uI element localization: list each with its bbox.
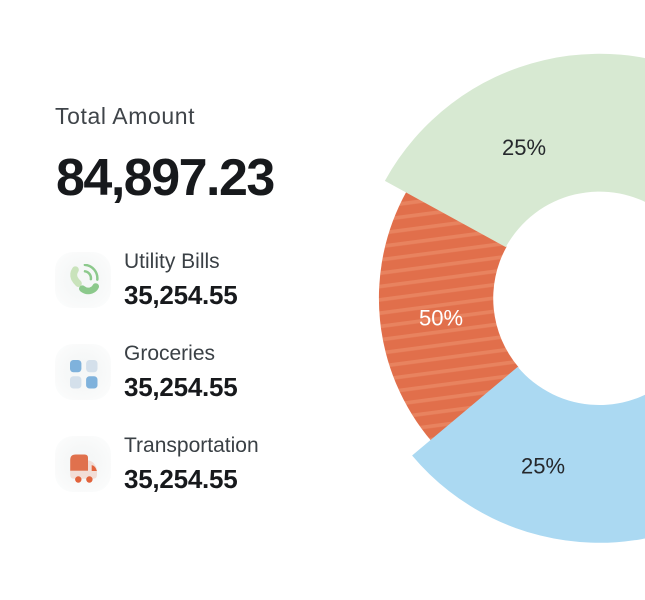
svg-text:25%: 25% [502,135,546,160]
svg-text:50%: 50% [419,306,463,331]
svg-text:25%: 25% [521,454,565,479]
